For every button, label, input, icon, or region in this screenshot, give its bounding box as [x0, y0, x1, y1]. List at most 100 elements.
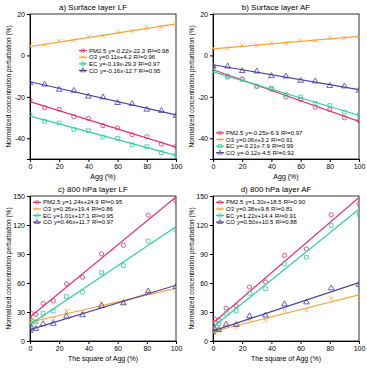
- y-tick: 150: [196, 193, 213, 200]
- x-tick: 80: [326, 159, 334, 170]
- legend-equation: y=0.46x+11.7: [54, 219, 91, 225]
- data-point: [328, 108, 332, 112]
- y-axis-line: [27, 15, 31, 160]
- y-tick-label: 120: [196, 222, 208, 229]
- panel-title: b) Surface layer AF: [242, 3, 311, 12]
- legend-name: EC: [43, 213, 52, 219]
- legend-entry: COy=0.50x+10.5R²=0.88: [226, 219, 298, 225]
- x-tick-label: 40: [85, 163, 93, 170]
- data-point: [299, 95, 303, 99]
- legend-r2: R²=0.91: [275, 213, 297, 219]
- y-tick: 20: [17, 11, 30, 18]
- data-point: [160, 151, 164, 155]
- x-tick-mark: [242, 341, 243, 344]
- data-point: [248, 291, 252, 295]
- data-point: [51, 299, 55, 303]
- y-axis: 0306090120150: [13, 193, 30, 345]
- panel: 020406080100-40-20020a) Surface layer LF…: [5, 3, 182, 181]
- legend-entry: ECy=1.22x+14.4R²=0.91: [226, 213, 297, 219]
- panel-title: d) 800 hPa layer AF: [241, 185, 312, 194]
- y-axis: 0306090120150: [196, 193, 213, 345]
- legend-name: PM2.5: [89, 48, 107, 54]
- x-tick: 100: [171, 159, 183, 170]
- y-tick-mark: [210, 225, 213, 226]
- data-point: [42, 106, 46, 110]
- legend-equation: y=0.35x+19.4: [53, 206, 90, 212]
- data-point: [30, 328, 33, 333]
- legend-swatch: [216, 146, 224, 147]
- data-point: [216, 327, 222, 332]
- legend-r2: R²=0.99: [272, 143, 294, 149]
- y-tick-label: 20: [17, 11, 25, 18]
- y-tick-label: 0: [204, 52, 208, 59]
- legend-swatch: [79, 63, 87, 64]
- data-point: [33, 326, 39, 331]
- panel-title: c) 800 hPa layer LF: [58, 185, 128, 194]
- legend-equation: y=1.01x+17.1: [53, 213, 90, 219]
- y-tick-label: 20: [200, 11, 208, 18]
- data-point: [116, 137, 120, 141]
- data-point: [30, 318, 34, 322]
- x-tick-mark: [271, 341, 272, 344]
- data-point: [213, 329, 216, 334]
- data-point: [284, 93, 288, 97]
- y-tick: 30: [17, 309, 30, 316]
- legend-marker: [218, 201, 222, 205]
- legend-r2: R²=0.81: [271, 206, 293, 212]
- x-tick-label: 40: [85, 345, 93, 352]
- plot-frame: [30, 196, 176, 341]
- x-axis-line: [31, 342, 177, 345]
- data-point: [282, 301, 288, 306]
- y-tick-mark: [210, 14, 213, 15]
- data-point: [173, 112, 176, 117]
- x-tick: 0: [29, 341, 33, 352]
- fit-line: [213, 209, 359, 327]
- data-point: [234, 321, 240, 326]
- x-tick: 80: [143, 159, 151, 170]
- y-tick-label: 30: [200, 309, 208, 316]
- x-tick-label: 100: [354, 345, 366, 352]
- y-tick: 20: [200, 11, 213, 18]
- legend-entry: PM2.5y=-0.22x-22.3R²=0.98: [89, 48, 169, 54]
- x-tick-mark: [271, 159, 272, 162]
- x-axis-title: Agg (%): [90, 173, 115, 181]
- y-tick-mark: [27, 97, 30, 98]
- x-axis-title: The square of Agg (%): [68, 355, 138, 363]
- data-point: [213, 69, 215, 73]
- data-point: [86, 93, 92, 98]
- x-tick-label: 20: [239, 163, 247, 170]
- data-point: [224, 311, 228, 315]
- plot-frame: [213, 14, 359, 159]
- y-tick-mark: [210, 341, 213, 342]
- fit-line: [213, 36, 359, 48]
- legend-name: PM2.5: [226, 199, 244, 205]
- y-tick-mark: [210, 97, 213, 98]
- legend-name: EC: [226, 143, 235, 149]
- data-point: [34, 312, 38, 316]
- panel-title: a) Surface layer LF: [59, 3, 127, 12]
- x-tick-mark: [147, 341, 148, 344]
- legend-marker: [218, 207, 222, 211]
- fit-line: [30, 24, 176, 47]
- legend-r2: R²=0.96: [134, 54, 156, 60]
- fit-line: [213, 65, 359, 90]
- y-tick: -20: [198, 94, 213, 101]
- data-point: [115, 100, 121, 105]
- data-point: [34, 320, 38, 324]
- x-axis-line: [214, 342, 360, 345]
- data-point: [356, 87, 359, 92]
- data-point: [343, 110, 347, 114]
- x-tick: 20: [56, 159, 64, 170]
- x-tick-label: 80: [326, 163, 334, 170]
- data-point: [224, 306, 228, 310]
- legend-swatch: [216, 215, 224, 216]
- data-point: [101, 135, 105, 139]
- x-axis-line: [31, 160, 177, 163]
- data-point: [357, 119, 359, 123]
- x-tick-label: 100: [171, 345, 183, 352]
- fit-line: [213, 72, 359, 116]
- x-tick: 40: [85, 159, 93, 170]
- data-point: [30, 320, 33, 324]
- data-point: [130, 29, 134, 33]
- y-tick: 90: [200, 251, 213, 258]
